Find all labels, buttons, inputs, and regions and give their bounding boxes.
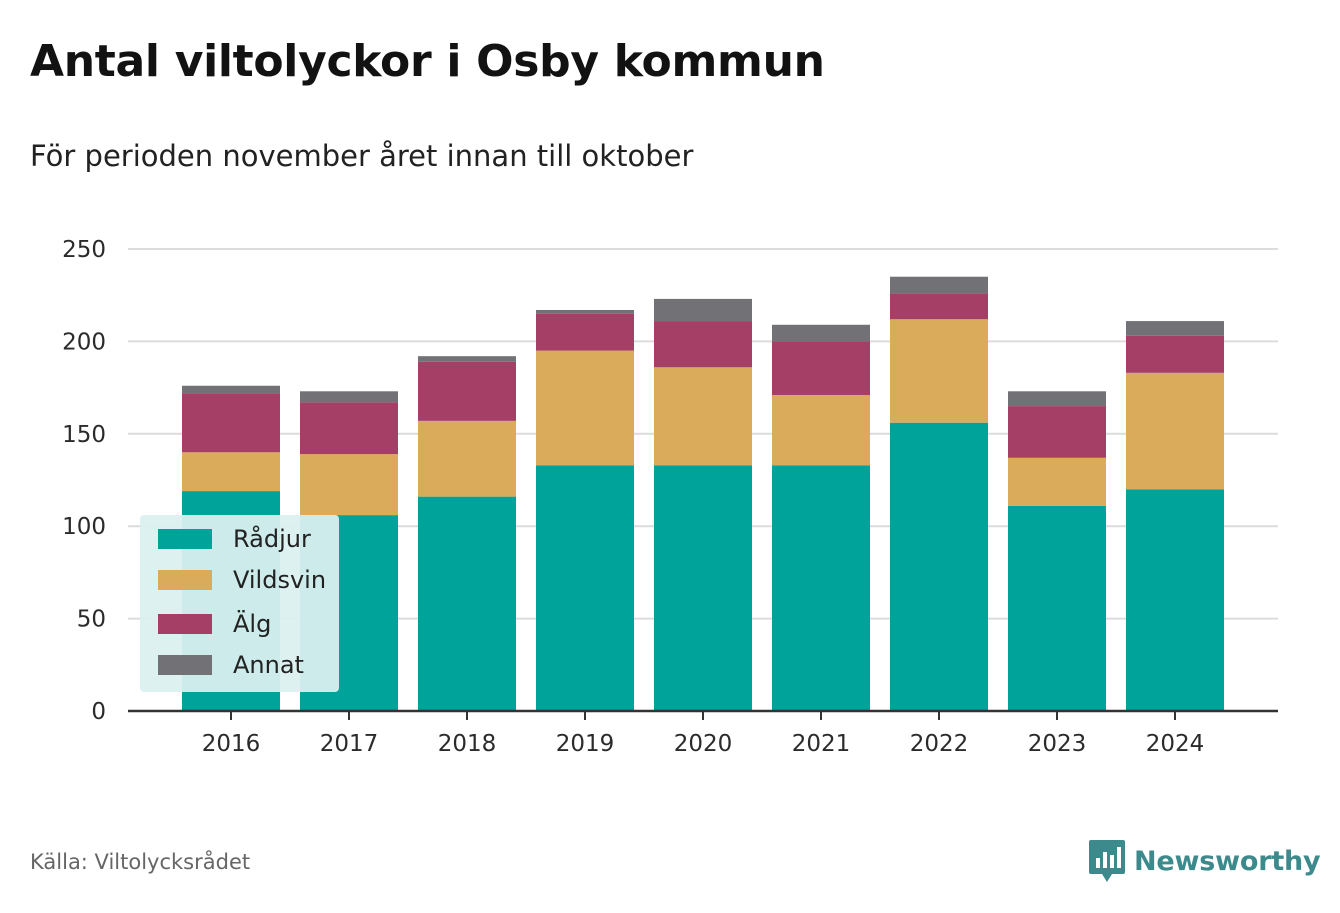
- bar-segment[interactable]: [536, 350, 634, 466]
- bar-segment[interactable]: [1008, 457, 1106, 506]
- y-tick-label: 100: [62, 514, 106, 540]
- x-tick-label: 2022: [910, 731, 969, 757]
- bar-segment[interactable]: [418, 496, 516, 711]
- bar-segment[interactable]: [772, 324, 870, 342]
- bar-segment[interactable]: [772, 465, 870, 711]
- legend-swatch: [158, 655, 212, 675]
- legend-label: Älg: [233, 610, 272, 638]
- legend-swatch: [158, 570, 212, 590]
- x-tick-label: 2016: [202, 731, 261, 757]
- bar-segment[interactable]: [654, 367, 752, 466]
- bar-segment[interactable]: [772, 341, 870, 395]
- y-axis-ticks: 0 50 100 150 200 250: [62, 237, 106, 725]
- legend-swatch: [158, 529, 212, 549]
- bar-segment[interactable]: [654, 321, 752, 368]
- y-tick-label: 250: [62, 237, 106, 263]
- chart-title: Antal viltolyckor i Osby kommun: [30, 36, 825, 87]
- legend-label: Annat: [233, 651, 304, 679]
- bar-segment[interactable]: [1126, 321, 1224, 336]
- bar-segment[interactable]: [1008, 406, 1106, 458]
- bar-segment[interactable]: [654, 298, 752, 322]
- x-axis-ticks: 2016 2017 2018 2019 2020 2021 2022 2023 2024: [202, 711, 1205, 757]
- bar-segment[interactable]: [890, 319, 988, 423]
- bar-segment[interactable]: [300, 402, 398, 455]
- x-tick-label: 2020: [674, 731, 733, 757]
- bar-segment[interactable]: [418, 356, 516, 362]
- bar-segment[interactable]: [536, 309, 634, 314]
- x-tick-label: 2019: [556, 731, 615, 757]
- newsworthy-logo-icon: [1089, 840, 1125, 882]
- bar-segment[interactable]: [1008, 391, 1106, 407]
- source-note: Källa: Viltolycksrådet: [30, 850, 251, 874]
- legend-item-annat[interactable]: Annat: [158, 650, 304, 680]
- bar-segment[interactable]: [182, 385, 280, 394]
- bar-segment[interactable]: [1008, 505, 1106, 711]
- chart-legend: Rådjur Vildsvin Älg Annat: [140, 515, 339, 692]
- legend-label: Vildsvin: [233, 566, 327, 594]
- bar-segment[interactable]: [182, 393, 280, 453]
- bar-segment[interactable]: [300, 454, 398, 516]
- y-tick-label: 0: [91, 699, 106, 725]
- legend-item-vildsvin[interactable]: Vildsvin: [158, 565, 326, 595]
- x-tick-label: 2021: [792, 731, 851, 757]
- legend-item-radjur[interactable]: Rådjur: [158, 524, 311, 554]
- y-tick-label: 150: [62, 422, 106, 448]
- bar-segment[interactable]: [418, 361, 516, 421]
- legend-item-alg[interactable]: Älg: [158, 609, 271, 639]
- y-tick-label: 50: [77, 607, 106, 633]
- bar-segment[interactable]: [654, 465, 752, 711]
- bar-segment[interactable]: [1126, 372, 1224, 490]
- bar-segment[interactable]: [182, 452, 280, 492]
- brand-name: Newsworthy: [1134, 845, 1321, 877]
- bar-segment[interactable]: [890, 276, 988, 294]
- x-tick-label: 2023: [1028, 731, 1087, 757]
- bar-segment[interactable]: [418, 420, 516, 497]
- brand-logo[interactable]: Newsworthy: [1088, 838, 1321, 884]
- y-tick-label: 200: [62, 329, 106, 355]
- bar-segment[interactable]: [300, 391, 398, 403]
- bar-segment[interactable]: [536, 313, 634, 351]
- legend-swatch: [158, 614, 212, 634]
- x-tick-label: 2018: [438, 731, 497, 757]
- x-tick-label: 2017: [320, 731, 379, 757]
- bar-segment[interactable]: [772, 394, 870, 466]
- bar-segment[interactable]: [890, 293, 988, 320]
- bar-segment[interactable]: [1126, 489, 1224, 711]
- chart-subtitle: För perioden november året innan till ok…: [30, 139, 694, 173]
- bar-segment[interactable]: [536, 465, 634, 711]
- legend-label: Rådjur: [233, 525, 311, 553]
- x-tick-label: 2024: [1146, 731, 1205, 757]
- bar-segment[interactable]: [890, 422, 988, 711]
- bar-segment[interactable]: [1126, 335, 1224, 373]
